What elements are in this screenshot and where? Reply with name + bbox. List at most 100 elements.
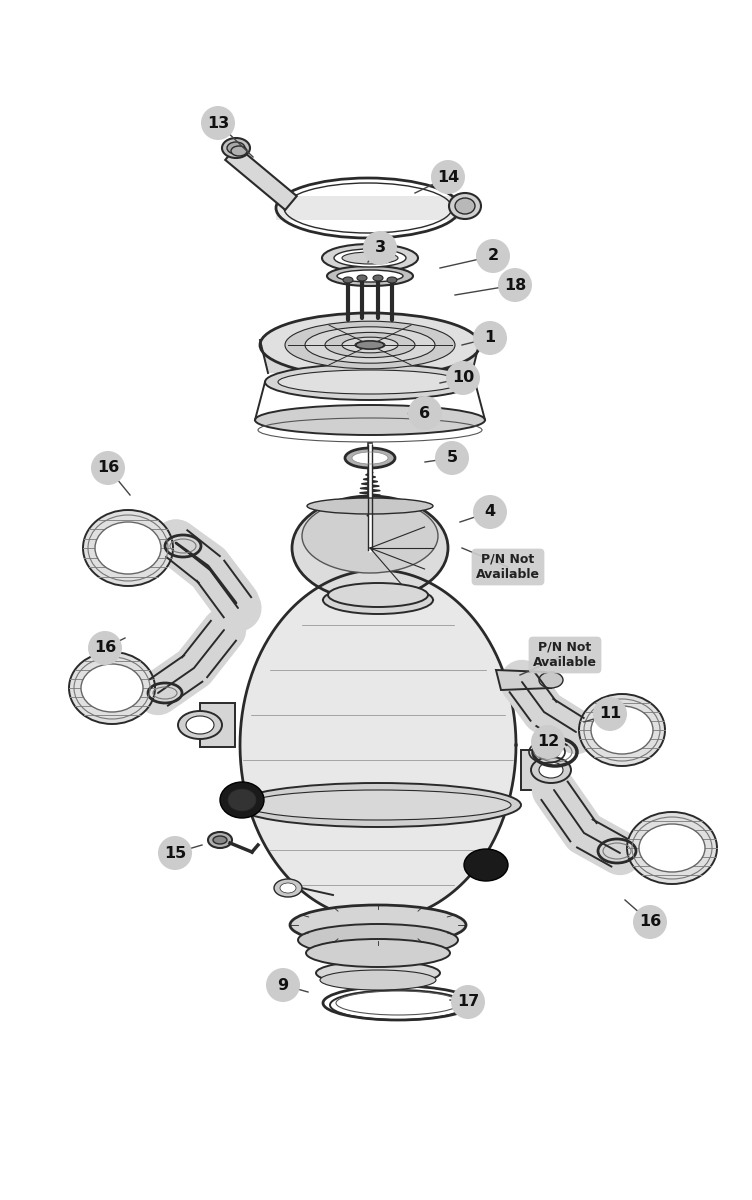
Ellipse shape	[186, 716, 214, 734]
Ellipse shape	[227, 142, 245, 154]
Text: 16: 16	[94, 641, 116, 655]
Circle shape	[473, 494, 507, 529]
Ellipse shape	[280, 883, 296, 893]
Text: 11: 11	[599, 707, 621, 721]
Circle shape	[91, 451, 125, 485]
Text: P/N Not
Available: P/N Not Available	[476, 553, 540, 581]
Ellipse shape	[334, 248, 406, 266]
Text: 4: 4	[484, 504, 496, 520]
Ellipse shape	[328, 583, 428, 607]
Ellipse shape	[337, 270, 403, 282]
Ellipse shape	[342, 337, 398, 353]
Text: P/N Not
Available: P/N Not Available	[533, 641, 597, 670]
Ellipse shape	[245, 790, 511, 820]
Ellipse shape	[356, 341, 384, 349]
Ellipse shape	[178, 710, 222, 739]
Ellipse shape	[387, 277, 397, 283]
Ellipse shape	[539, 762, 563, 778]
Ellipse shape	[464, 850, 508, 881]
Ellipse shape	[83, 510, 173, 586]
Text: 2: 2	[487, 248, 499, 264]
Circle shape	[476, 239, 510, 272]
Text: 14: 14	[437, 169, 459, 185]
Text: 15: 15	[164, 846, 186, 860]
Ellipse shape	[208, 832, 232, 848]
Ellipse shape	[265, 364, 475, 400]
Text: 1: 1	[484, 330, 496, 346]
Text: 10: 10	[452, 371, 474, 385]
Text: 18: 18	[504, 277, 526, 293]
Ellipse shape	[302, 499, 438, 572]
Ellipse shape	[69, 652, 155, 724]
Ellipse shape	[222, 138, 250, 158]
Ellipse shape	[278, 370, 462, 394]
Circle shape	[446, 361, 480, 395]
Ellipse shape	[95, 522, 161, 574]
Circle shape	[266, 968, 300, 1002]
Polygon shape	[226, 146, 297, 210]
Circle shape	[88, 631, 122, 665]
Ellipse shape	[627, 812, 717, 884]
Ellipse shape	[327, 266, 413, 286]
Ellipse shape	[357, 275, 367, 281]
Text: 12: 12	[537, 734, 559, 750]
Polygon shape	[521, 750, 551, 790]
Circle shape	[531, 725, 565, 758]
Ellipse shape	[325, 332, 415, 358]
Polygon shape	[260, 340, 480, 373]
Ellipse shape	[579, 694, 665, 766]
Ellipse shape	[342, 252, 398, 264]
Text: 16: 16	[97, 461, 119, 475]
Circle shape	[431, 160, 465, 194]
Circle shape	[158, 836, 192, 870]
Ellipse shape	[455, 198, 475, 214]
Polygon shape	[240, 570, 516, 920]
Ellipse shape	[213, 836, 227, 844]
Polygon shape	[276, 196, 460, 220]
Ellipse shape	[322, 244, 418, 272]
Text: 6: 6	[420, 406, 431, 420]
Text: 17: 17	[457, 995, 479, 1009]
Polygon shape	[200, 703, 235, 746]
Ellipse shape	[591, 706, 653, 754]
Circle shape	[498, 268, 532, 302]
Ellipse shape	[343, 277, 353, 283]
Text: 16: 16	[639, 914, 661, 930]
Ellipse shape	[285, 322, 455, 368]
Ellipse shape	[290, 905, 466, 946]
Ellipse shape	[355, 341, 385, 349]
Circle shape	[435, 440, 469, 475]
Text: 3: 3	[374, 240, 386, 256]
Ellipse shape	[323, 586, 433, 614]
Ellipse shape	[235, 782, 521, 827]
Ellipse shape	[531, 757, 571, 782]
Ellipse shape	[539, 672, 563, 688]
Circle shape	[408, 396, 442, 430]
Text: 5: 5	[447, 450, 457, 466]
Ellipse shape	[292, 496, 448, 600]
Text: 9: 9	[277, 978, 289, 992]
Ellipse shape	[316, 961, 440, 985]
Ellipse shape	[307, 498, 433, 514]
Text: 13: 13	[207, 115, 229, 131]
Ellipse shape	[373, 275, 383, 281]
Circle shape	[473, 320, 507, 355]
Ellipse shape	[274, 878, 302, 898]
Ellipse shape	[306, 938, 450, 967]
Ellipse shape	[220, 782, 264, 818]
Ellipse shape	[260, 313, 480, 377]
Ellipse shape	[305, 326, 435, 364]
Ellipse shape	[345, 448, 395, 468]
Ellipse shape	[352, 452, 388, 464]
Ellipse shape	[298, 924, 458, 956]
Ellipse shape	[231, 146, 247, 156]
Ellipse shape	[255, 404, 485, 434]
Circle shape	[451, 985, 485, 1019]
Ellipse shape	[320, 970, 436, 990]
Polygon shape	[496, 670, 551, 690]
Circle shape	[593, 697, 627, 731]
Circle shape	[633, 905, 667, 938]
Ellipse shape	[81, 664, 143, 712]
Ellipse shape	[228, 790, 256, 811]
Ellipse shape	[449, 193, 481, 218]
